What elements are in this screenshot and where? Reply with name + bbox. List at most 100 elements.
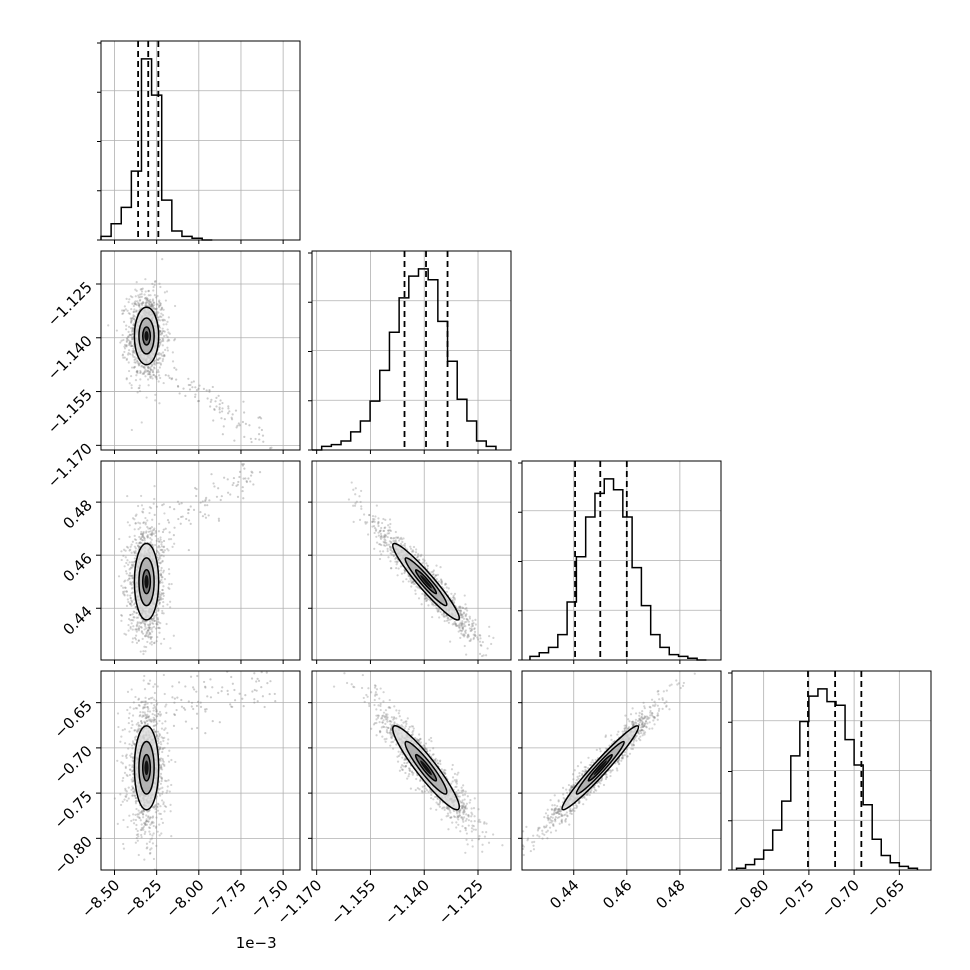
- sample-point: [143, 688, 147, 691]
- sample-point: [162, 381, 165, 385]
- tail-sample-point: [189, 383, 192, 387]
- sample-point: [381, 521, 384, 525]
- tail-sample-point: [190, 727, 194, 730]
- sample-point: [130, 778, 133, 781]
- sample-point: [416, 586, 420, 589]
- tail-sample-point: [236, 495, 240, 498]
- sample-point: [146, 632, 149, 635]
- sample-point: [454, 624, 457, 627]
- sample-point: [159, 782, 162, 785]
- sample-point: [160, 543, 163, 546]
- sample-point: [141, 532, 144, 535]
- sample-point: [152, 707, 155, 710]
- sample-point: [126, 594, 129, 597]
- sample-point: [462, 625, 465, 628]
- sample-point: [121, 309, 124, 312]
- sample-point: [141, 620, 145, 623]
- tail-sample-point: [226, 689, 229, 692]
- sample-point: [132, 350, 135, 353]
- sample-point: [160, 776, 163, 779]
- tail-sample-point: [218, 411, 221, 414]
- sample-point: [144, 634, 147, 637]
- sample-point: [160, 306, 164, 309]
- sample-point: [145, 819, 148, 823]
- sample-point: [130, 543, 133, 546]
- sample-point: [133, 636, 137, 640]
- sample-point: [154, 531, 157, 534]
- sample-point: [159, 772, 163, 775]
- sample-point: [160, 777, 163, 780]
- sample-point: [146, 715, 149, 718]
- sample-point: [152, 285, 155, 289]
- sample-point: [125, 545, 129, 548]
- tail-sample-point: [242, 477, 245, 480]
- sample-point: [131, 794, 134, 797]
- sample-point: [395, 536, 398, 539]
- density-panel-0-1: [100, 250, 301, 451]
- contour-1: [138, 740, 155, 795]
- sample-point: [148, 632, 152, 635]
- sample-point: [149, 697, 152, 700]
- sample-point: [154, 806, 157, 809]
- sample-point: [465, 617, 468, 621]
- sample-point: [161, 330, 164, 333]
- tail-sample-point: [164, 720, 167, 723]
- sample-point: [145, 530, 148, 533]
- sample-point: [123, 356, 126, 359]
- sample-point: [146, 534, 149, 537]
- sample-point: [158, 330, 162, 333]
- tail-sample-point: [223, 476, 226, 479]
- sample-point: [140, 810, 143, 813]
- contour-0: [141, 326, 152, 346]
- sample-point: [141, 535, 144, 538]
- sample-point: [142, 507, 145, 511]
- sample-point: [382, 550, 385, 553]
- sample-point: [152, 873, 154, 875]
- sample-point: [152, 622, 155, 625]
- sample-point: [148, 840, 151, 844]
- sample-point: [373, 547, 376, 550]
- sample-point: [146, 525, 149, 529]
- sample-point: [440, 580, 443, 583]
- density-core: [144, 575, 149, 589]
- sample-point: [474, 634, 477, 637]
- sample-point: [130, 755, 133, 759]
- sample-point: [160, 578, 163, 582]
- sample-point: [402, 765, 405, 768]
- sample-point: [158, 552, 161, 555]
- sample-point: [140, 721, 143, 725]
- sample-point: [133, 365, 137, 368]
- tail-sample-point: [188, 388, 192, 391]
- sample-point: [390, 542, 393, 545]
- sample-point: [444, 583, 447, 586]
- sample-point: [458, 629, 462, 632]
- sample-point: [131, 586, 134, 589]
- sample-point: [461, 615, 464, 618]
- sample-point: [163, 764, 166, 768]
- sample-point: [417, 553, 420, 556]
- sample-point: [135, 370, 139, 373]
- sample-point: [144, 516, 147, 520]
- sample-point: [424, 742, 428, 745]
- sample-point: [390, 567, 393, 570]
- sample-point: [155, 375, 158, 379]
- sample-point: [161, 576, 164, 579]
- sample-point: [121, 354, 124, 357]
- sample-point: [389, 560, 392, 563]
- tail-sample-point: [170, 377, 173, 381]
- sample-point: [159, 304, 162, 307]
- tail-sample-point: [226, 478, 229, 481]
- tail-sample-point: [245, 480, 249, 484]
- sample-point: [148, 626, 151, 629]
- tail-sample-point: [217, 487, 220, 490]
- sample-point: [121, 779, 124, 782]
- tail-sample-point: [210, 473, 213, 476]
- density-panel-0-2: [100, 460, 301, 661]
- sample-point: [120, 584, 123, 587]
- sample-point: [148, 826, 152, 830]
- sample-point: [169, 810, 172, 813]
- sample-point: [127, 335, 130, 338]
- sample-point: [161, 559, 164, 563]
- sample-point: [141, 707, 145, 710]
- sample-point: [443, 615, 447, 618]
